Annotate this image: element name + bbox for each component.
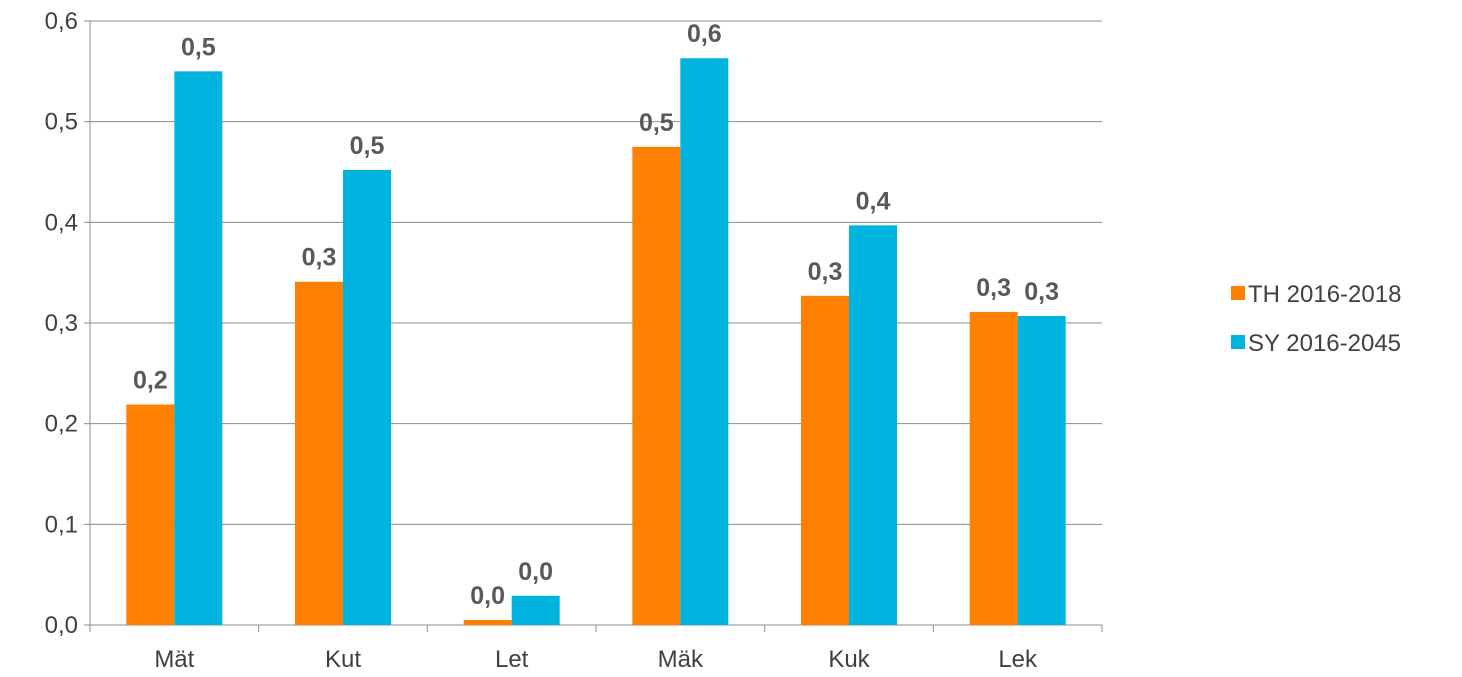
data-label: 0,6	[687, 20, 722, 48]
x-axis: Mät Kut Let Mäk Kuk Lek	[89, 624, 1103, 673]
bar	[126, 404, 175, 625]
y-tick-label: 0,2	[45, 411, 78, 438]
y-tick-label: 0,6	[45, 8, 78, 35]
gridlines	[90, 20, 1102, 525]
y-tick-label: 0,1	[45, 511, 78, 538]
bar	[801, 295, 849, 625]
bar	[680, 58, 729, 626]
x-tick-label: Lek	[998, 646, 1038, 673]
data-label: 0,2	[133, 367, 168, 395]
data-label: 0,5	[639, 109, 674, 137]
legend-swatch	[1231, 286, 1245, 300]
y-tick-label: 0,4	[45, 209, 78, 236]
data-label: 0,0	[470, 582, 505, 610]
data-labels: 0,2 0,3 0,0 0,5 0,3 0,3 0,5 0,5 0,0 0,6 0,4 0,3	[133, 20, 1059, 610]
bar	[849, 225, 897, 625]
bar	[463, 619, 512, 625]
data-label: 0,3	[808, 258, 843, 286]
x-tick-label: Mäk	[658, 646, 704, 673]
x-tick-label: Kut	[325, 646, 361, 673]
data-label: 0,4	[856, 187, 891, 215]
y-tick-label: 0,3	[45, 310, 78, 337]
data-label: 0,5	[181, 33, 216, 61]
legend-swatch	[1231, 335, 1245, 349]
data-label: 0,5	[350, 132, 385, 160]
bar	[174, 71, 223, 626]
legend-label: TH 2016-2018	[1248, 281, 1401, 308]
bar	[1017, 315, 1066, 625]
y-tick-label: 0,0	[45, 612, 78, 639]
bar	[632, 146, 681, 626]
x-tick-label: Let	[495, 646, 529, 673]
y-axis: 0,0 0,1 0,2 0,3 0,4 0,5 0,6	[45, 8, 91, 639]
data-label: 0,3	[1024, 278, 1059, 306]
data-label: 0,3	[976, 274, 1011, 302]
y-tick-label: 0,5	[45, 109, 78, 136]
legend-label: SY 2016-2045	[1248, 330, 1401, 357]
data-label: 0,3	[302, 244, 337, 272]
legend: TH 2016-2018 SY 2016-2045	[1231, 281, 1401, 357]
x-tick-label: Mät	[154, 646, 194, 673]
x-tick-label: Kuk	[828, 646, 870, 673]
data-label: 0,0	[518, 558, 553, 586]
bars	[126, 58, 1066, 626]
bar	[511, 595, 560, 625]
bar	[295, 281, 343, 625]
bar	[969, 311, 1018, 625]
bar	[343, 169, 391, 625]
